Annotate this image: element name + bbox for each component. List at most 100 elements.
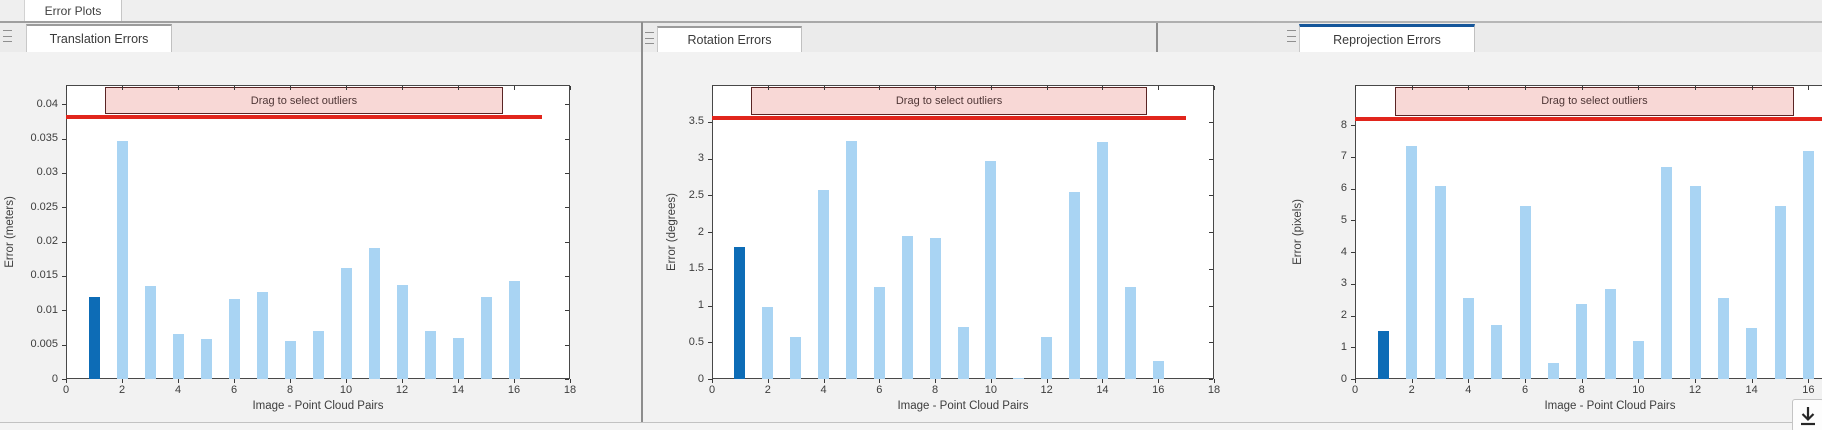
drag-grip-icon[interactable] bbox=[1287, 30, 1296, 42]
download-arrow-icon bbox=[1801, 406, 1815, 425]
y-tick-label: 1.5 bbox=[688, 262, 704, 275]
bar bbox=[1491, 325, 1503, 379]
y-tick-mark bbox=[1351, 347, 1355, 349]
x-tick-label: 8 bbox=[932, 384, 939, 396]
x-axis-label: Image - Point Cloud Pairs bbox=[252, 400, 384, 412]
x-tick-label: 10 bbox=[984, 384, 997, 396]
x-tick-label: 6 bbox=[1521, 384, 1529, 396]
y-tick-label: 0.03 bbox=[36, 166, 58, 179]
x-tick-mark bbox=[570, 379, 571, 383]
x-tick-mark bbox=[122, 379, 123, 383]
y-tick-mark bbox=[62, 207, 66, 209]
y-axis-label: Error (meters) bbox=[4, 196, 16, 268]
outlier-threshold-line[interactable] bbox=[712, 116, 1187, 121]
drag-grip-icon[interactable] bbox=[3, 30, 12, 42]
y-tick-mark-right bbox=[1209, 232, 1213, 233]
y-tick-label: 2 bbox=[697, 225, 704, 238]
bar bbox=[1604, 288, 1616, 379]
x-tick-mark-top bbox=[66, 86, 67, 90]
x-tick-mark-top bbox=[1468, 86, 1470, 90]
y-tick-mark bbox=[708, 158, 712, 160]
y-tick-label: 7 bbox=[1340, 150, 1347, 163]
x-tick-mark-top bbox=[178, 86, 179, 90]
x-tick-mark-top bbox=[1158, 86, 1160, 90]
y-tick-mark-right bbox=[565, 344, 569, 346]
x-tick-mark bbox=[1214, 379, 1215, 383]
outlier-threshold-line[interactable] bbox=[66, 115, 542, 120]
panel-splitter-tabrow bbox=[1156, 23, 1158, 52]
bar bbox=[172, 333, 184, 379]
bar bbox=[1746, 328, 1758, 379]
drag-grip-icon[interactable] bbox=[645, 32, 654, 44]
bar bbox=[1519, 206, 1531, 379]
document-tab-bar: Error Plots bbox=[0, 0, 1822, 21]
x-tick-mark-top bbox=[1695, 86, 1696, 90]
x-tick-mark bbox=[290, 379, 291, 383]
x-tick-mark-top bbox=[1355, 86, 1356, 90]
x-tick-label: 4 bbox=[820, 384, 827, 396]
bar bbox=[424, 330, 436, 379]
x-tick-mark bbox=[1411, 379, 1413, 383]
y-tick-mark bbox=[708, 305, 712, 307]
x-tick-label: 16 bbox=[507, 384, 521, 396]
outlier-threshold-line[interactable] bbox=[1355, 116, 1822, 121]
x-tick-mark bbox=[823, 379, 825, 383]
y-tick-label: 2.5 bbox=[688, 188, 704, 201]
x-tick-mark bbox=[712, 379, 713, 383]
outlier-select-banner[interactable]: Drag to select outliers bbox=[105, 87, 503, 115]
bar bbox=[957, 326, 969, 379]
x-tick-label: 0 bbox=[62, 384, 70, 396]
bar bbox=[1462, 298, 1474, 379]
x-tick-mark-top bbox=[1638, 86, 1640, 90]
y-tick-mark bbox=[62, 241, 66, 243]
y-tick-label: 0.02 bbox=[36, 235, 58, 248]
bar bbox=[144, 286, 156, 379]
bar bbox=[284, 340, 296, 379]
outlier-select-banner[interactable]: Drag to select outliers bbox=[751, 87, 1148, 116]
y-tick-label: 5 bbox=[1340, 213, 1347, 226]
x-tick-mark-top bbox=[458, 86, 459, 90]
x-tick-mark-top bbox=[290, 86, 291, 90]
y-tick-label: 4 bbox=[1340, 245, 1347, 258]
x-tick-mark-top bbox=[1808, 86, 1810, 90]
y-tick-mark-right bbox=[565, 104, 569, 106]
y-tick-mark bbox=[708, 232, 712, 233]
x-tick-mark-top bbox=[1102, 86, 1104, 90]
x-tick-mark bbox=[767, 379, 769, 383]
panel-splitter[interactable] bbox=[641, 22, 643, 422]
tab-rotation-errors[interactable]: Rotation Errors bbox=[657, 26, 802, 52]
tab-translation-errors[interactable]: Translation Errors bbox=[26, 24, 172, 52]
y-tick-mark bbox=[708, 342, 712, 344]
y-tick-mark bbox=[62, 138, 66, 140]
x-tick-label: 14 bbox=[451, 384, 465, 396]
x-tick-label: 2 bbox=[1408, 384, 1415, 396]
tab-error-plots[interactable]: Error Plots bbox=[24, 0, 122, 21]
x-tick-label: 18 bbox=[1207, 384, 1221, 396]
x-tick-mark-top bbox=[990, 86, 992, 90]
bar bbox=[1096, 142, 1108, 379]
bar bbox=[480, 297, 492, 379]
bar-highlighted bbox=[88, 296, 100, 379]
x-tick-mark bbox=[234, 379, 235, 383]
y-tick-mark-right bbox=[565, 138, 569, 140]
x-tick-mark-top bbox=[1214, 86, 1215, 90]
x-tick-mark bbox=[1158, 379, 1160, 383]
x-tick-mark bbox=[1102, 379, 1104, 383]
y-tick-mark-right bbox=[565, 310, 569, 312]
y-tick-mark bbox=[1351, 252, 1355, 254]
x-tick-label: 10 bbox=[1632, 384, 1645, 396]
x-tick-mark bbox=[346, 379, 347, 383]
x-tick-label: 8 bbox=[286, 384, 294, 396]
plot-box bbox=[1355, 85, 1822, 379]
bar bbox=[228, 299, 240, 379]
export-button[interactable] bbox=[1792, 399, 1822, 430]
x-tick-mark bbox=[1046, 379, 1048, 383]
figure-tab-bar: Translation Errors Rotation Errors Repro… bbox=[0, 23, 1822, 52]
outlier-select-banner[interactable]: Drag to select outliers bbox=[1394, 87, 1795, 116]
tab-reprojection-errors[interactable]: Reprojection Errors bbox=[1299, 24, 1475, 52]
x-tick-mark-top bbox=[234, 86, 235, 90]
x-tick-mark bbox=[879, 379, 881, 383]
bar bbox=[1576, 304, 1588, 379]
bar-highlighted bbox=[734, 246, 746, 379]
bar bbox=[1632, 340, 1644, 379]
